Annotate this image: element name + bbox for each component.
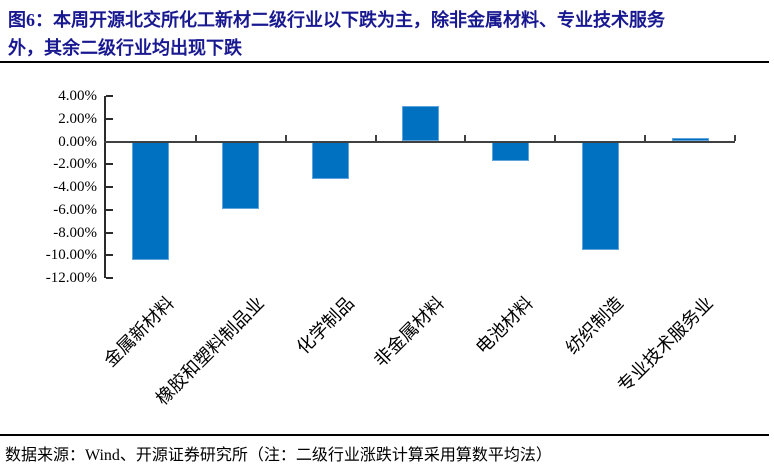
chart-bar	[491, 141, 529, 161]
y-axis-tick-label: 0.00%	[58, 133, 97, 150]
x-axis-tick	[194, 134, 197, 141]
x-axis-tick	[734, 134, 736, 141]
category-label: 纺织制造	[562, 292, 628, 358]
chart-bar	[222, 141, 260, 209]
footer-rule	[0, 434, 769, 436]
x-axis-tick	[284, 134, 287, 141]
source-note: 数据来源：Wind、开源证券研究所（注：二级行业涨跌计算采用算数平均法）	[5, 447, 552, 464]
category-label: 专业技术服务业	[613, 292, 718, 397]
chart-bar	[132, 141, 170, 260]
figure-title: 图6：本周开源北交所化工新材二级行业以下跌为主，除非金属材料、专业技术服务 外，…	[8, 6, 772, 62]
y-axis-tick	[106, 163, 113, 166]
x-axis-tick	[554, 134, 557, 141]
category-label: 金属新材料	[100, 292, 178, 371]
y-axis-tick-label: -8.00%	[53, 224, 97, 241]
category-label: 电池材料	[472, 292, 538, 358]
y-axis-tick-label: 2.00%	[58, 110, 97, 127]
y-axis-tick-label: -12.00%	[45, 270, 97, 286]
chart-bar	[581, 141, 619, 250]
y-axis-tick-label: -6.00%	[53, 201, 97, 218]
figure-title-line1: 图6：本周开源北交所化工新材二级行业以下跌为主，除非金属材料、专业技术服务	[8, 10, 665, 30]
category-label: 化学制品	[292, 292, 358, 358]
y-axis-line	[104, 96, 106, 278]
y-axis-tick	[106, 254, 113, 257]
chart-bar	[312, 141, 350, 179]
y-axis-tick-label: -10.00%	[45, 247, 97, 264]
y-axis-tick-label: -2.00%	[53, 156, 97, 173]
y-axis-tick	[106, 231, 113, 234]
y-axis-tick	[106, 208, 113, 211]
title-underline-rule	[0, 61, 769, 63]
x-axis-zero-line	[104, 140, 735, 143]
x-axis-tick	[464, 134, 467, 141]
category-label: 非金属材料	[369, 292, 448, 371]
x-axis-tick	[644, 134, 647, 141]
bar-chart: 4.00% 2.00% 0.00% -2.00% -4.00% -6.00% -8.00% -…	[45, 88, 736, 409]
y-axis-tick-label: -4.00%	[53, 179, 97, 195]
x-axis-tick	[374, 134, 377, 141]
y-axis-tick-label: 4.00%	[58, 88, 97, 104]
y-axis-tick	[106, 95, 113, 97]
y-axis-tick	[106, 186, 113, 188]
y-axis-tick	[106, 277, 113, 279]
chart-bar	[402, 106, 439, 142]
figure-title-line2: 外，其余二级行业均出现下跌	[8, 38, 242, 58]
y-axis-tick	[106, 117, 113, 120]
